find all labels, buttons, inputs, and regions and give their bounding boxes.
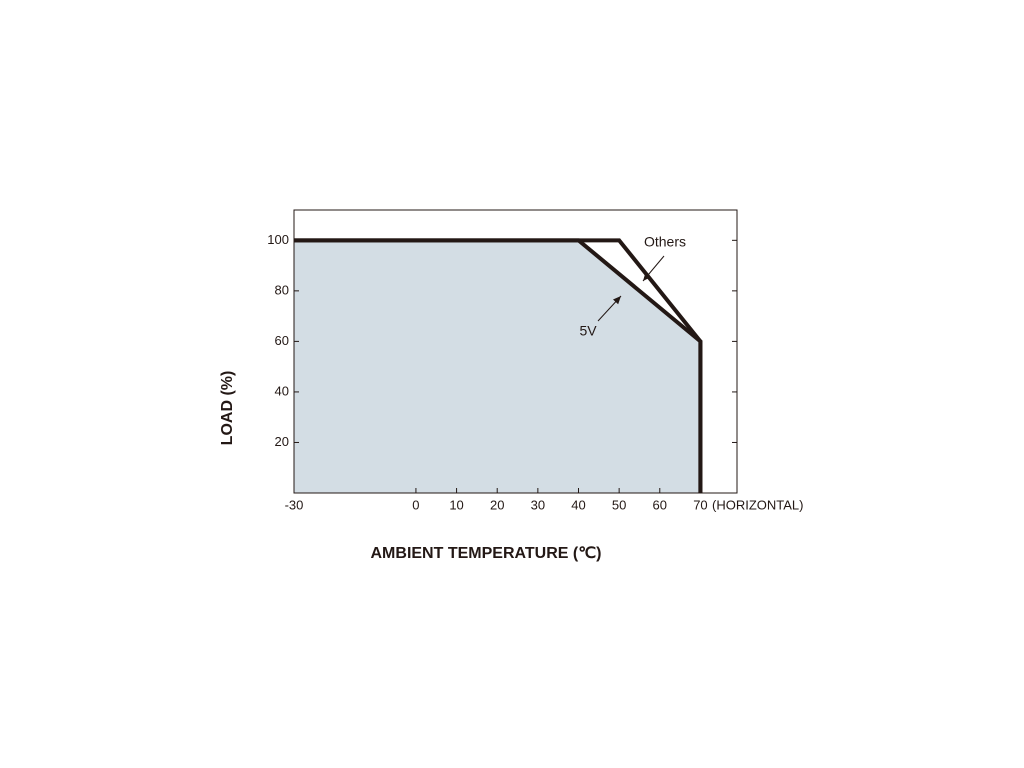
x-axis-label: AMBIENT TEMPERATURE (℃) <box>371 545 602 562</box>
y-tick-label: 20 <box>275 434 289 449</box>
y-tick-label: 100 <box>267 232 289 247</box>
x-tick-label: 40 <box>571 497 585 512</box>
series-label: Others <box>644 234 686 250</box>
callout-arrowhead <box>643 272 651 281</box>
callout-arrowhead <box>613 296 621 305</box>
y-tick-label: 80 <box>275 282 289 297</box>
y-axis-label: LOAD (%) <box>219 371 236 446</box>
area <box>294 240 701 493</box>
x-tick-label: 60 <box>653 497 667 512</box>
line <box>294 238 703 493</box>
plot-frame <box>293 209 738 494</box>
y-tick-label: 60 <box>275 333 289 348</box>
x-tick-label: 0 <box>412 497 419 512</box>
x-tick-label: 20 <box>490 497 504 512</box>
x-tick-label: 70 <box>693 497 707 512</box>
x-tick-label: 50 <box>612 497 626 512</box>
y-tick-label: 40 <box>275 383 289 398</box>
x-tick-label: -30 <box>285 497 304 512</box>
x-tick-label: 30 <box>531 497 545 512</box>
x-tick-label: 10 <box>449 497 463 512</box>
x-unit-note: (HORIZONTAL) <box>712 497 803 512</box>
series-label: 5V <box>579 323 597 339</box>
